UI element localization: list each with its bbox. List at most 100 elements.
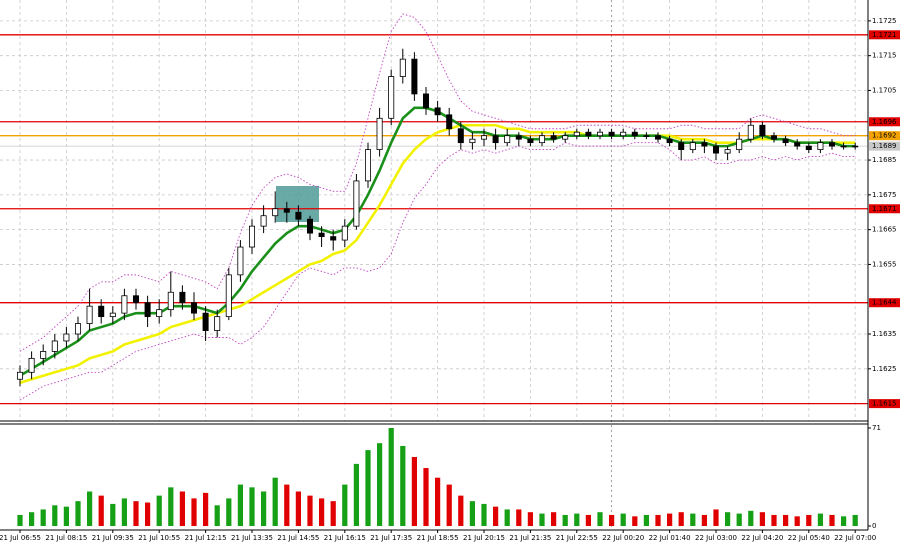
candle-body [840, 145, 847, 148]
level-label-box [869, 298, 900, 308]
candle-body [260, 215, 267, 227]
level-label-box [869, 204, 900, 214]
x-tick-label: 21 Jul 08:15 [45, 534, 87, 542]
candle-body [805, 145, 812, 151]
volume-bar [806, 514, 812, 526]
candle-body [353, 180, 360, 227]
volume-bar [353, 463, 360, 526]
candle-body [214, 316, 221, 331]
candle-body [167, 291, 174, 311]
volume-bar [202, 492, 209, 526]
candle-body [28, 357, 35, 373]
volume-bar [365, 450, 371, 526]
volume-bar [504, 509, 510, 526]
candle-body [364, 149, 372, 182]
volume-bar [295, 491, 302, 526]
volume-bar [829, 514, 835, 526]
volume-bar [632, 516, 638, 526]
volume-bar [655, 514, 661, 526]
volume-bar [110, 503, 116, 526]
candle-body [794, 142, 801, 147]
candle-body [666, 138, 673, 144]
candle-body [759, 124, 766, 137]
candle-body [422, 93, 430, 109]
volume-bar [191, 498, 197, 526]
x-tick-label: 21 Jul 17:35 [370, 534, 412, 542]
volume-bar [75, 501, 81, 526]
moving-average [19, 123, 856, 384]
candle-body [515, 135, 522, 140]
candle-body [272, 208, 279, 217]
volume-bar [330, 501, 336, 526]
volume-bar [748, 510, 754, 526]
candle-body [341, 225, 348, 241]
candle-body [736, 138, 743, 151]
volume-bar [516, 509, 522, 526]
volume-bar [817, 513, 824, 526]
x-tick-label: 21 Jul 20:15 [463, 534, 505, 542]
volume-bar [434, 477, 441, 526]
candle-body [817, 142, 824, 151]
candle-body [689, 142, 696, 151]
candle-body [295, 211, 302, 220]
candle-body [504, 135, 511, 144]
volume-bar [237, 484, 244, 526]
candle-body [712, 145, 720, 154]
volume-bar [63, 506, 70, 526]
volume-bar [226, 498, 232, 526]
candle-body [376, 117, 383, 151]
candle-body [74, 323, 82, 335]
volume-bar [423, 468, 429, 526]
volume-bar [388, 428, 394, 526]
x-tick-label: 21 Jul 16:15 [324, 534, 366, 542]
candle-body [16, 371, 24, 380]
volume-bar [376, 443, 383, 526]
candle-body [538, 135, 546, 144]
y-tick-label: 1.1625 [872, 365, 897, 373]
candle-body [248, 225, 256, 248]
volume-bar [481, 503, 487, 526]
volume-bar [168, 487, 174, 526]
x-tick-label: 21 Jul 21:35 [509, 534, 551, 542]
candle-body [121, 295, 128, 314]
volume-bar [458, 495, 464, 526]
x-tick-label: 21 Jul 10:55 [138, 534, 180, 542]
candle-body [446, 114, 453, 130]
volume-bar [272, 477, 278, 526]
candle-body [40, 351, 47, 359]
volume-bar [133, 501, 139, 526]
candle-body [852, 145, 859, 148]
y-tick-label: 1.1725 [872, 17, 897, 25]
x-tick-label: 22 Jul 04:20 [741, 534, 783, 542]
plot [0, 13, 868, 526]
candle-body [63, 333, 70, 342]
volume-bar [17, 514, 23, 526]
volume-bar [608, 514, 615, 526]
volume-bar [759, 512, 766, 526]
volume-bar [562, 514, 568, 526]
level-label: 1.1671 [872, 205, 897, 213]
volume-bar [597, 512, 603, 526]
volume-bar [771, 514, 777, 526]
y-tick-label: 1.1675 [872, 191, 897, 199]
candle-body [434, 107, 441, 116]
level-label: 1.1689 [872, 142, 897, 150]
level-label-box [869, 131, 900, 141]
candle-body [562, 135, 569, 140]
candle-body [643, 135, 650, 137]
candle-body [283, 208, 290, 213]
volume-bar [260, 491, 267, 526]
candle-body [225, 274, 232, 318]
volume-bar [666, 513, 673, 526]
candle-body [782, 138, 789, 144]
volume-bar [620, 513, 626, 526]
volume-bar [214, 505, 220, 526]
candle-body [550, 135, 557, 140]
candle-body [457, 128, 464, 144]
y-tick-label: 1.1665 [872, 226, 897, 234]
level-label: 1.1615 [872, 400, 897, 408]
volume-bar [400, 445, 406, 526]
candle-body [144, 302, 151, 318]
volume-bar [179, 491, 186, 526]
